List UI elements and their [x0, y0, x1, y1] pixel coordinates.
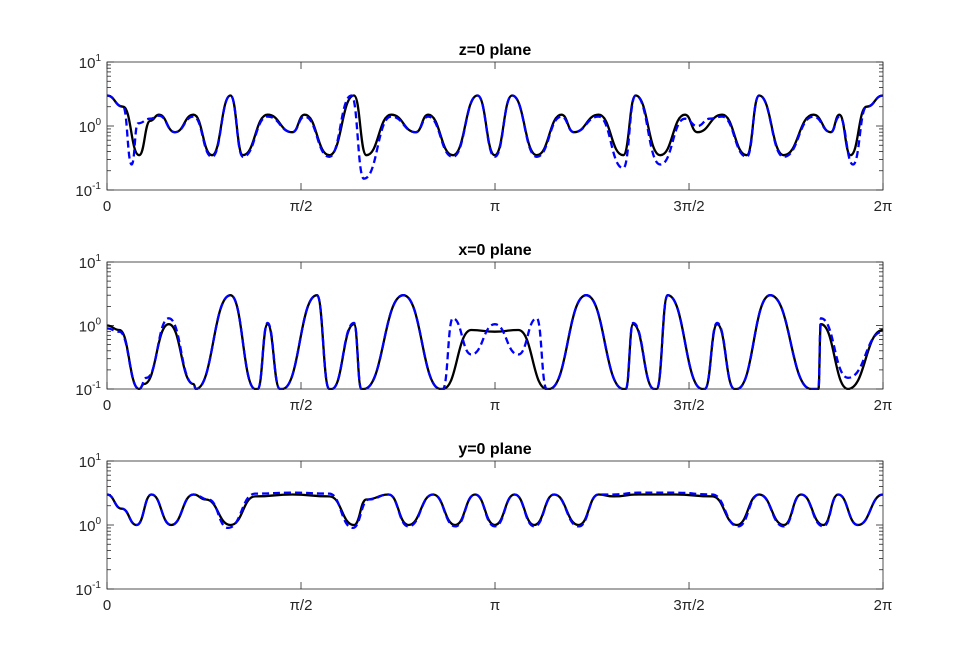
y-tick-label: 100	[79, 117, 102, 136]
x-tick-label: π/2	[290, 198, 313, 215]
axes-box	[106, 460, 884, 590]
x-tick-label: 0	[103, 397, 111, 414]
x-tick-label: 3π/2	[673, 198, 704, 215]
x-tick-label: 0	[103, 597, 111, 614]
y-tick-label: 10-1	[75, 580, 101, 599]
x-tick-label: π	[490, 597, 500, 614]
series-line-dashed	[107, 491, 883, 530]
axes-box	[106, 61, 884, 191]
axes-box	[106, 261, 884, 390]
y-tick-label: 101	[79, 452, 102, 471]
y-tick-label: 10-1	[75, 181, 101, 200]
y-tick-label: 101	[79, 53, 102, 72]
panel-title: x=0 plane	[458, 242, 531, 259]
panel-title: y=0 plane	[458, 441, 531, 458]
x-tick-label: 0	[103, 198, 111, 215]
y-tick-label: 100	[79, 516, 102, 535]
y-tick-label: 10-1	[75, 380, 101, 399]
x-tick-label: π/2	[290, 397, 313, 414]
x-tick-label: π/2	[290, 597, 313, 614]
panel-title: z=0 plane	[459, 42, 532, 59]
x-tick-label: 3π/2	[673, 597, 704, 614]
x-tick-label: 3π/2	[673, 397, 704, 414]
y-tick-label: 101	[79, 253, 102, 272]
x-tick-label: π	[490, 198, 500, 215]
y-tick-label: 100	[79, 317, 102, 336]
x-tick-label: 2π	[874, 397, 893, 414]
x-tick-label: π	[490, 397, 500, 414]
x-tick-label: 2π	[874, 597, 893, 614]
series-line-dashed	[107, 94, 883, 180]
x-tick-label: 2π	[874, 198, 893, 215]
panel-3: y=0 plane 0 π/2 π 3π/2 2π 10-1 100 101	[75, 441, 892, 614]
panel-2: x=0 plane 0 π/2 π 3π/2 2π 10-1 100 101	[75, 242, 892, 414]
series-line-dashed	[107, 294, 883, 390]
panel-1: z=0 plane 0 π/2 π 3π/2 2π 10-1 100 101	[75, 42, 892, 215]
